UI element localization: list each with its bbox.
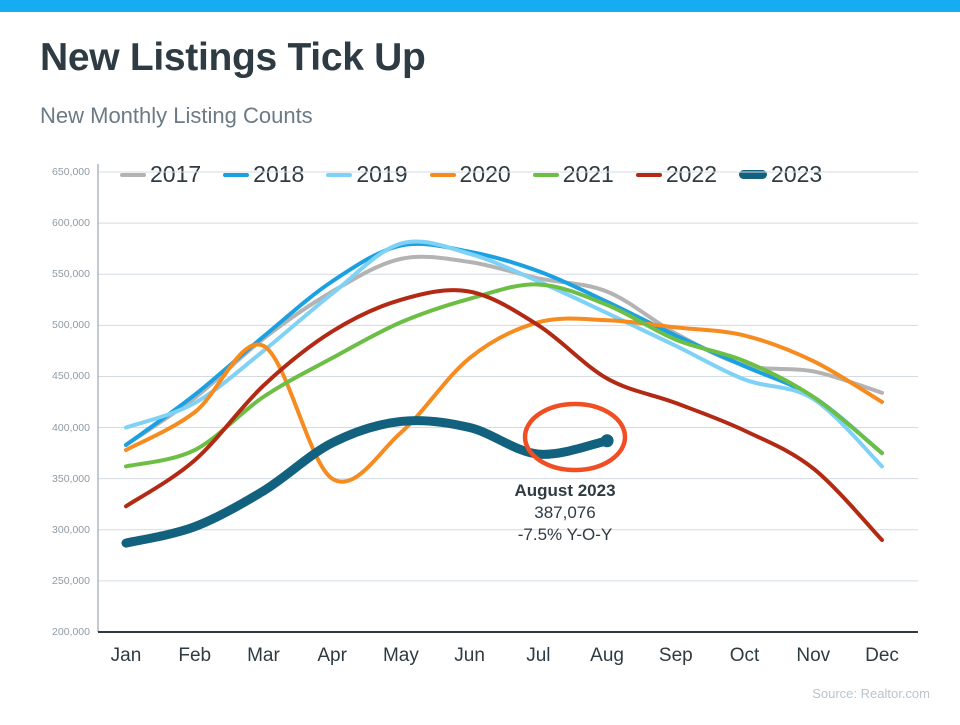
legend-label-2023: 2023 (771, 161, 823, 187)
series-line-2021 (124, 282, 884, 469)
y-tick-label-200000: 200,000 (52, 626, 90, 638)
legend-label-2022: 2022 (665, 161, 718, 187)
legend-label-2021: 2021 (562, 161, 614, 187)
series-line-2019 (124, 239, 884, 469)
annotation-line-1: August 2023 (514, 481, 616, 500)
y-tick-label-650000: 650,000 (52, 166, 90, 178)
chart-legend: 2017 2018 2019 2020 2021 2022 2023 (120, 163, 822, 186)
x-tick-label-Aug: Aug (590, 645, 624, 666)
legend-item-2021[interactable]: 2021 (532, 161, 614, 187)
y-tick-label-400000: 400,000 (52, 421, 90, 434)
legend-swatch-2022 (635, 172, 662, 177)
y-tick-label-550000: 550,000 (52, 268, 90, 281)
source-attribution: Source: Realtor.com (812, 686, 930, 701)
legend-swatch-2018 (223, 172, 250, 177)
legend-item-2020[interactable]: 2020 (429, 161, 511, 187)
legend-item-2018[interactable]: 2018 (223, 163, 304, 186)
y-tick-label-250000: 250,000 (52, 574, 90, 587)
y-tick-label-500000: 500,000 (52, 319, 90, 332)
y-tick-label-350000: 350,000 (52, 472, 90, 485)
series-line-2017 (124, 254, 884, 447)
x-tick-label-May: May (382, 645, 419, 666)
annotation-line-3: -7.5% Y-O-Y (517, 524, 613, 544)
series-line-2020 (124, 316, 884, 484)
legend-label-2017: 2017 (150, 161, 202, 187)
x-tick-label-Nov: Nov (796, 645, 831, 666)
x-tick-label-Feb: Feb (178, 645, 212, 666)
x-tick-label-Apr: Apr (317, 645, 347, 666)
highlight-ellipse (522, 401, 628, 473)
legend-item-2017[interactable]: 2017 (120, 163, 201, 186)
x-tick-label-Jul: Jul (526, 645, 551, 666)
legend-label-2020: 2020 (459, 161, 511, 187)
page-title: New Listings Tick Up (40, 36, 426, 79)
x-tick-label-Mar: Mar (247, 645, 280, 666)
legend-swatch-2019 (326, 172, 353, 177)
top-accent-bar (0, 0, 960, 12)
legend-label-2019: 2019 (356, 161, 408, 187)
y-tick-label-450000: 450,000 (52, 370, 90, 383)
annotation-line-2: 387,076 (534, 502, 596, 522)
x-tick-label-Oct: Oct (729, 645, 760, 666)
annotation-august-2023: August 2023 387,076 -7.5% Y-O-Y (445, 480, 685, 545)
legend-swatch-2021 (532, 172, 559, 177)
legend-label-2018: 2018 (253, 161, 305, 187)
y-tick-label-600000: 600,000 (52, 217, 90, 230)
legend-item-2022[interactable]: 2022 (635, 161, 718, 187)
page-subtitle: New Monthly Listing Counts (40, 103, 313, 128)
series-line-2018 (124, 241, 884, 456)
highlight-endpoint-dot (600, 434, 614, 448)
legend-item-2019[interactable]: 2019 (326, 161, 408, 187)
legend-swatch-2020 (429, 172, 456, 177)
legend-item-2023[interactable]: 2023 (739, 163, 822, 186)
legend-swatch-2017 (120, 172, 146, 177)
y-tick-label-300000: 300,000 (52, 523, 90, 536)
legend-swatch-2023 (739, 170, 768, 179)
x-tick-label-Dec: Dec (865, 645, 899, 666)
x-tick-label-Jan: Jan (110, 645, 142, 666)
x-tick-label-Jun: Jun (454, 645, 485, 666)
x-tick-label-Sep: Sep (658, 645, 693, 666)
